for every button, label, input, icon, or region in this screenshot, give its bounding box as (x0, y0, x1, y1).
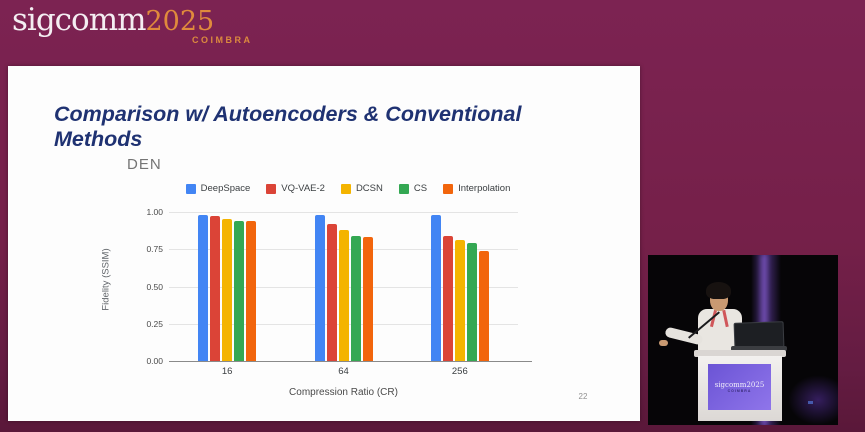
y-tick-label: 0.00 (146, 356, 163, 366)
sigcomm-city: COIMBRA (192, 35, 253, 45)
bar-VQ-VAE-2-64 (326, 223, 337, 361)
bar-CS-64 (350, 235, 361, 361)
bar-CS-256 (466, 243, 477, 361)
legend-item-VQ-VAE-2: VQ-VAE-2 (266, 183, 325, 194)
laptop (733, 321, 785, 349)
slide-title: Comparison w/ Autoencoders & Conventiona… (54, 102, 522, 151)
speaker-hair (706, 282, 731, 299)
x-axis-label: Compression Ratio (CR) (289, 387, 398, 398)
legend-label: Interpolation (458, 183, 511, 194)
bar-group-256 (430, 212, 489, 361)
legend-swatch (398, 183, 409, 194)
x-tick-label: 256 (451, 366, 468, 377)
legend-swatch (185, 183, 196, 194)
bar-VQ-VAE-2-16 (210, 216, 221, 361)
x-tick-label: 64 (338, 366, 349, 377)
y-tick-label: 1.00 (146, 207, 163, 217)
sigcomm-year: 2025 (145, 6, 215, 37)
plot-area (169, 212, 532, 362)
y-tick-label: 0.50 (146, 281, 163, 292)
legend-swatch (340, 183, 351, 194)
legend-item-CS: CS (398, 183, 428, 194)
legend-swatch (443, 183, 454, 194)
stage-purple-glow (788, 375, 838, 425)
y-axis-label: Fidelity (SSIM) (100, 248, 112, 311)
bar-group-16 (198, 212, 257, 361)
legend-item-DCSN: DCSN (340, 183, 383, 194)
gridline (169, 212, 518, 213)
x-tick-label: 16 (221, 366, 233, 377)
sigcomm-wordmark: sigcomm (12, 2, 146, 38)
legend-label: CS (413, 183, 428, 194)
laptop-base (731, 346, 787, 351)
sigcomm-logo: sigcomm2025 COIMBRA (12, 2, 250, 45)
legend-label: DCSN (355, 183, 383, 194)
bar-DeepSpace-16 (198, 214, 209, 361)
legend-swatch (266, 183, 277, 194)
bar-DCSN-256 (454, 240, 465, 361)
y-tick-label: 0.75 (146, 244, 163, 255)
bar-VQ-VAE-2-256 (442, 235, 453, 361)
speaker-hand (659, 340, 668, 346)
podium-sign-city: COIMBRA (727, 389, 752, 393)
speaker-video-feed: sigcomm2025 COIMBRA (648, 255, 838, 425)
bar-DeepSpace-64 (314, 214, 325, 361)
podium-ledge (694, 350, 786, 357)
bar-Interpolation-64 (362, 237, 373, 361)
legend-label: VQ-VAE-2 (281, 183, 325, 194)
bar-group-64 (314, 212, 373, 361)
chart-legend: DeepSpace VQ-VAE-2 DCSN CS Interpolation (148, 183, 548, 194)
podium-sign-wordmark: sigcomm2025 (714, 381, 765, 389)
y-tick-label: 0.25 (146, 318, 163, 329)
legend-item-DeepSpace: DeepSpace (185, 183, 251, 194)
bar-CS-16 (234, 220, 245, 361)
video-artifact (808, 401, 813, 404)
page-number: 22 (578, 392, 588, 401)
bar-DeepSpace-256 (430, 214, 441, 361)
chart-title: DEN (127, 156, 162, 173)
bar-Interpolation-256 (478, 250, 489, 361)
legend-item-Interpolation: Interpolation (443, 183, 510, 194)
presentation-slide: Comparison w/ Autoencoders & Conventiona… (8, 66, 640, 421)
bar-DCSN-64 (338, 229, 349, 361)
legend-label: DeepSpace (200, 183, 251, 194)
bar-DCSN-16 (222, 219, 233, 361)
podium-sigcomm-sign: sigcomm2025 COIMBRA (708, 364, 771, 410)
bar-Interpolation-16 (246, 220, 257, 361)
x-axis-baseline (169, 360, 532, 362)
